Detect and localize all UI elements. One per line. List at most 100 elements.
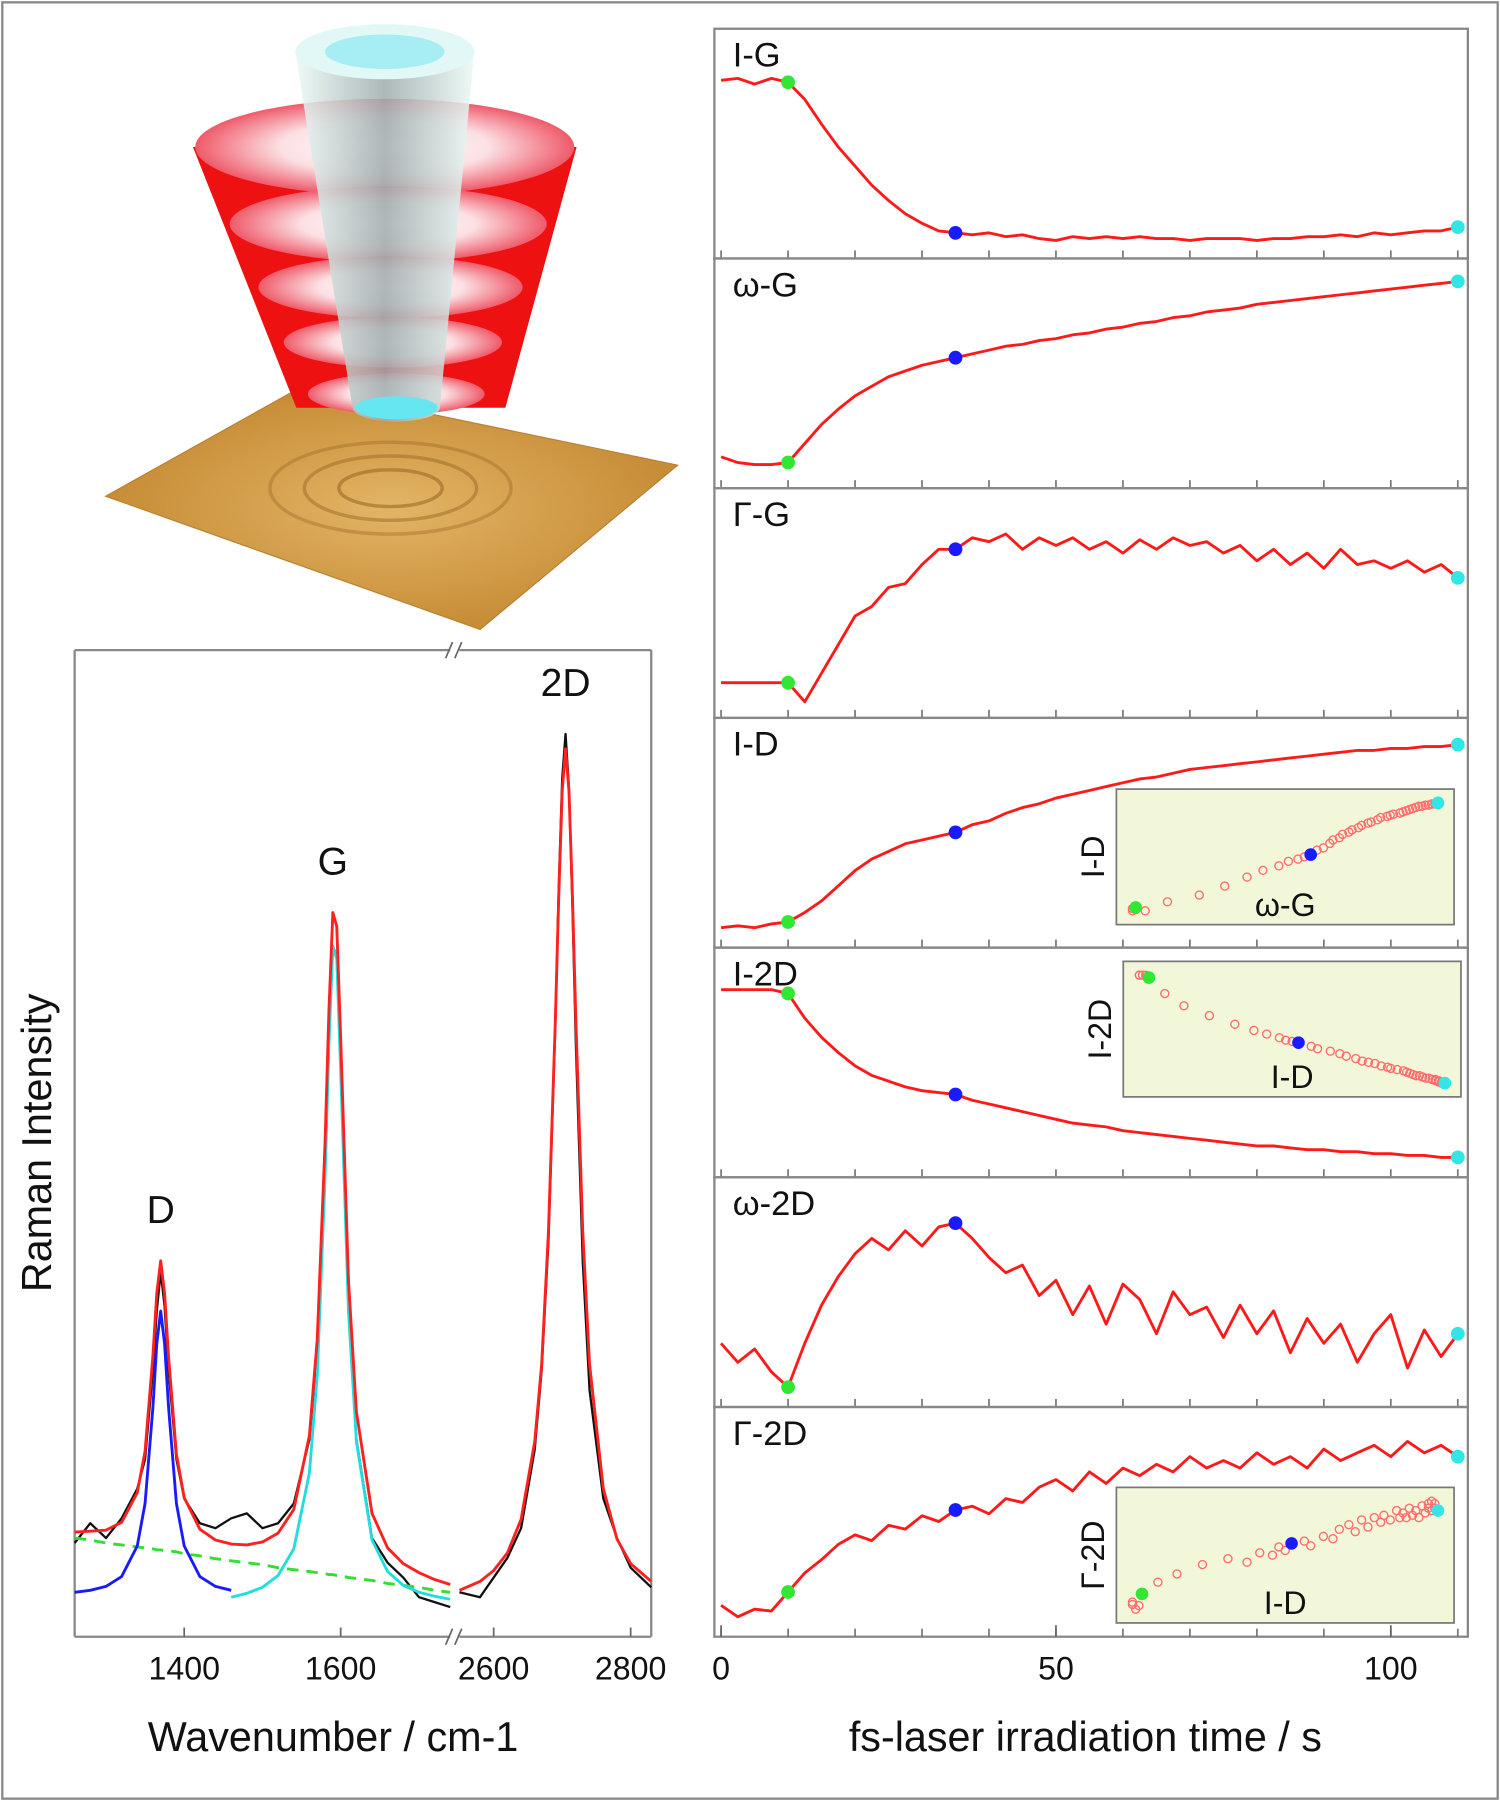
panel-label: Γ-G <box>733 496 790 534</box>
inset-point <box>1421 1073 1431 1083</box>
highlight-point <box>781 915 795 929</box>
ripple <box>268 440 513 536</box>
data-line <box>74 1309 232 1594</box>
inset-x-label: I-D <box>1264 1585 1307 1621</box>
panel-label: I-2D <box>733 955 798 993</box>
inset-point <box>1197 1559 1208 1570</box>
inset-point <box>1127 1599 1138 1610</box>
axis-break <box>454 1628 463 1646</box>
highlight-point <box>781 986 795 1001</box>
inset-point <box>1274 1033 1285 1043</box>
illustration <box>104 24 679 631</box>
highlight-point <box>1450 737 1465 752</box>
axis-break <box>444 641 454 659</box>
inset-point <box>1153 1577 1163 1587</box>
inset-point <box>1385 1515 1395 1525</box>
ripple <box>302 454 479 523</box>
x-tick-label: 2600 <box>458 1651 530 1687</box>
inset-point <box>1318 843 1329 853</box>
panel-label: ω-2D <box>733 1185 815 1223</box>
inset-highlight <box>1285 1537 1298 1550</box>
inset-point <box>1347 825 1357 835</box>
inset-point <box>1398 1508 1408 1518</box>
highlight-point <box>1450 274 1465 289</box>
inset-point <box>1267 1550 1278 1560</box>
inset-point <box>1388 809 1399 819</box>
inset-point <box>1220 881 1230 891</box>
inset-point <box>1376 1061 1386 1071</box>
highlight-point <box>781 1585 795 1599</box>
inset-point <box>1242 872 1252 882</box>
inset-point <box>1335 1048 1345 1059</box>
ripple <box>337 468 444 509</box>
inset-x-label: I-D <box>1271 1059 1314 1095</box>
inset-point <box>1249 1025 1259 1036</box>
beam-top-inner <box>325 34 445 69</box>
inset-point <box>1255 1548 1265 1558</box>
data-line <box>720 743 1459 930</box>
inset-point <box>1312 1044 1323 1054</box>
inset-highlight <box>1431 796 1445 810</box>
inset-point <box>1242 1557 1252 1567</box>
highlight-point <box>781 75 795 90</box>
inset-point <box>1194 890 1205 900</box>
data-line <box>720 76 1459 242</box>
inset-point <box>1386 1063 1396 1074</box>
inset-point <box>1411 1071 1421 1081</box>
inset-point <box>1318 1531 1329 1542</box>
y-axis-title: Raman Intensity <box>14 993 60 1292</box>
inset-x-label: ω-G <box>1255 887 1316 923</box>
data-line <box>721 988 1458 1159</box>
panel-frame <box>713 1405 1469 1638</box>
x-tick-label: 100 <box>1364 1651 1418 1687</box>
inset-point <box>1392 1064 1402 1075</box>
highlight-point <box>948 225 963 240</box>
inset-point <box>1357 1056 1367 1066</box>
x-tick-label: 1400 <box>148 1651 220 1687</box>
data-line <box>720 1440 1459 1619</box>
inset-y-label: I-2D <box>1082 999 1118 1060</box>
panel-label: ω-G <box>733 266 798 304</box>
inset-point <box>1363 1057 1374 1067</box>
inset-point <box>1420 1508 1430 1518</box>
inset-highlight <box>1129 901 1142 914</box>
inset-highlight <box>1292 1036 1305 1049</box>
highlight-point <box>1450 570 1465 585</box>
inset-point <box>1258 865 1268 876</box>
peak-label: 2D <box>541 662 591 705</box>
panel-label: I-D <box>733 726 779 764</box>
inset-highlight <box>1142 971 1156 984</box>
beam-spot <box>354 396 438 420</box>
highlight-point <box>1450 1449 1465 1464</box>
x-axis-title: fs-laser irradiation time / s <box>849 1714 1322 1760</box>
probe-beam <box>295 51 475 422</box>
inset-point <box>1369 1512 1380 1523</box>
inset-point <box>1414 1512 1424 1523</box>
inset-point <box>1337 829 1348 840</box>
inset-point <box>1351 1053 1361 1064</box>
inset-point <box>1395 1512 1405 1523</box>
inset-point <box>1370 1058 1380 1069</box>
axis-break <box>444 1628 454 1646</box>
x-tick-label: 2800 <box>595 1651 667 1687</box>
panel-label: Γ-2D <box>733 1415 807 1453</box>
highlight-point <box>948 825 963 840</box>
inset-point <box>1356 1515 1367 1525</box>
inset-point <box>1230 1019 1240 1029</box>
inset-point <box>1350 1526 1360 1537</box>
inset-point <box>1274 861 1284 871</box>
data-line <box>458 747 653 1592</box>
data-line <box>74 911 451 1586</box>
highlight-point <box>948 1503 963 1517</box>
x-tick-label: 0 <box>712 1651 730 1687</box>
highlight-point <box>948 350 963 365</box>
inset-point <box>1325 1046 1336 1056</box>
data-line <box>721 532 1459 704</box>
highlight-point <box>781 1380 795 1395</box>
panel-label: I-G <box>733 37 781 75</box>
inset-point <box>1204 1010 1215 1021</box>
inset-point <box>1283 856 1294 867</box>
highlight-point <box>1450 1326 1465 1341</box>
